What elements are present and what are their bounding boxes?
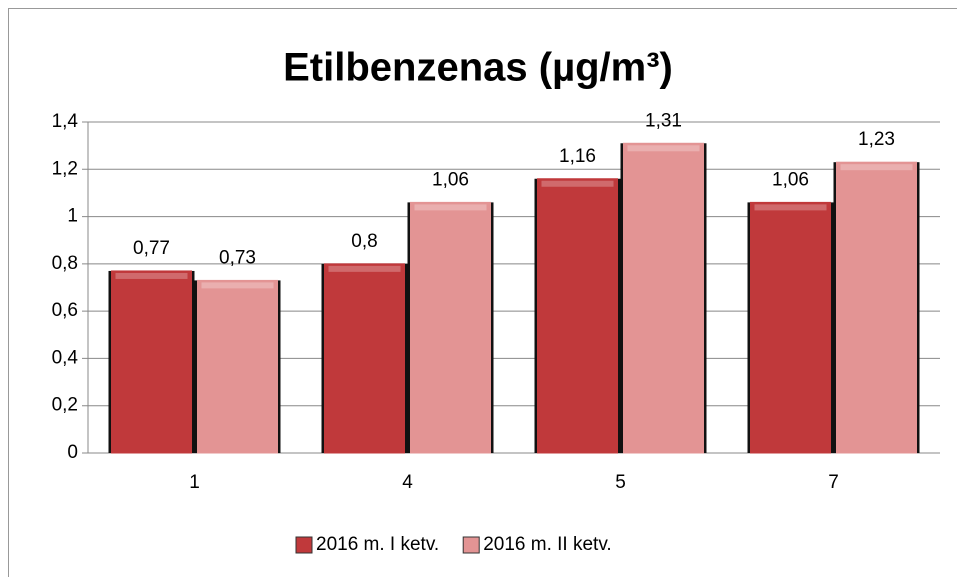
y-tick-label: 0,4 xyxy=(52,347,79,368)
bar-highlight xyxy=(328,265,401,272)
bar xyxy=(410,201,491,454)
data-label: 0,73 xyxy=(219,247,256,268)
bar-highlight xyxy=(414,204,487,211)
data-label: 0,8 xyxy=(351,231,377,252)
data-label: 1,16 xyxy=(559,146,596,167)
legend-label: 2016 m. I ketv. xyxy=(316,534,439,555)
legend-label: 2016 m. II ketv. xyxy=(483,534,611,555)
bar-highlight xyxy=(840,164,913,171)
x-tick-label: 1 xyxy=(189,472,200,493)
bar xyxy=(537,178,618,454)
y-tick-label: 0,8 xyxy=(52,253,78,274)
bar xyxy=(623,142,704,454)
bar xyxy=(111,270,192,454)
data-label: 1,23 xyxy=(858,129,895,150)
bar xyxy=(324,263,405,454)
y-tick-label: 1 xyxy=(67,206,78,227)
data-label: 1,06 xyxy=(772,169,809,190)
bar xyxy=(750,201,831,454)
y-tick-label: 0 xyxy=(67,442,78,463)
data-label: 1,06 xyxy=(432,169,469,190)
legend-swatch xyxy=(295,536,313,554)
y-tick-label: 0,2 xyxy=(52,395,78,416)
y-tick-label: 0,6 xyxy=(52,300,78,321)
y-tick-label: 1,2 xyxy=(52,158,78,179)
y-tick-label: 1,4 xyxy=(52,111,79,132)
chart-title: Etilbenzenas (µg/m³) xyxy=(283,46,673,90)
chart-frame xyxy=(8,8,957,577)
bar-highlight xyxy=(115,272,188,279)
bar-highlight xyxy=(541,180,614,187)
bar xyxy=(836,161,917,454)
x-tick-label: 5 xyxy=(615,472,626,493)
data-label: 1,31 xyxy=(645,110,682,131)
legend-swatch xyxy=(462,536,480,554)
bar-highlight xyxy=(627,145,700,152)
bar-highlight xyxy=(201,282,274,289)
bar-highlight xyxy=(754,204,827,211)
x-tick-label: 7 xyxy=(828,472,839,493)
x-tick-label: 4 xyxy=(402,472,413,493)
bar xyxy=(197,279,278,454)
data-label: 0,77 xyxy=(133,238,170,259)
